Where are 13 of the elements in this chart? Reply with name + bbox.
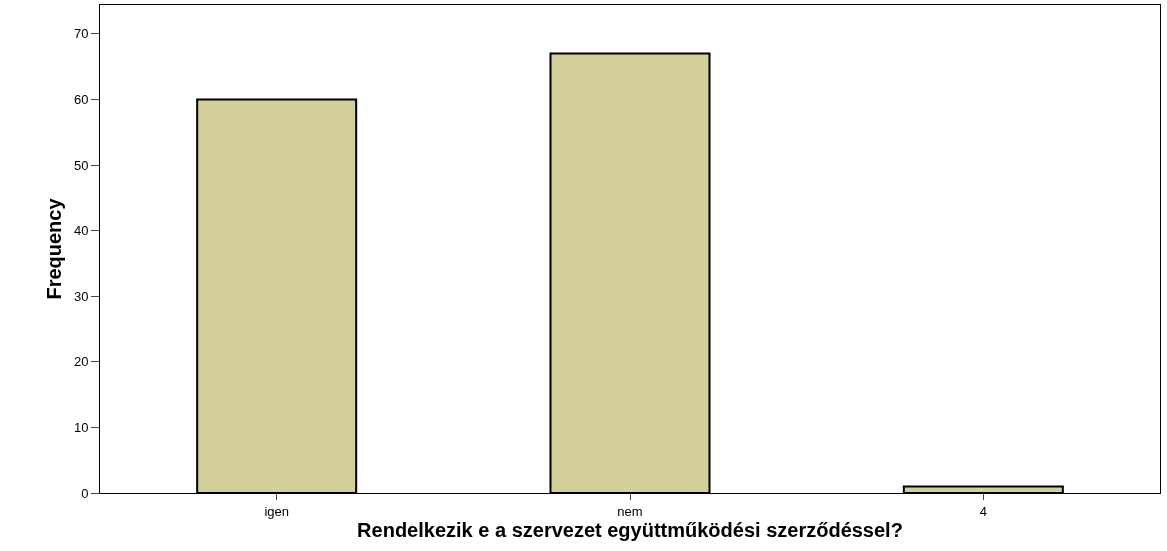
x-axis-title: Rendelkezik e a szervezet együttműködési szerződéssel? — [357, 518, 903, 541]
y-axis-title: Frequency — [43, 197, 66, 300]
y-tick-label: 0 — [81, 485, 89, 501]
y-tick-label: 30 — [73, 288, 89, 304]
y-tick-label: 60 — [73, 92, 89, 107]
y-tick-label: 20 — [73, 354, 89, 370]
x-tick-label: igen — [264, 503, 289, 519]
y-tick-label: 40 — [73, 223, 89, 239]
x-tick-label: nem — [617, 503, 643, 519]
y-tick-label: 10 — [73, 419, 89, 435]
y-tick-label: 50 — [73, 157, 89, 173]
y-tick-label: 70 — [73, 26, 89, 42]
x-tick-label: 4 — [979, 503, 987, 519]
